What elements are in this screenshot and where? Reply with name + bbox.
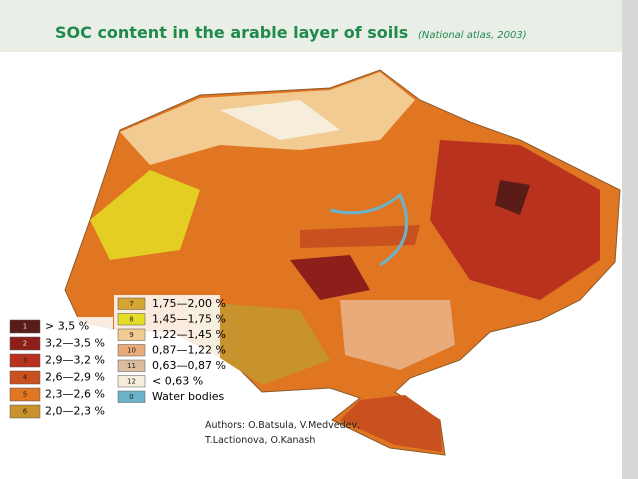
legend-swatch xyxy=(9,336,41,351)
legend-swatch xyxy=(117,297,146,310)
crimea xyxy=(340,395,442,452)
legend-label: Water bodies xyxy=(152,390,225,403)
central-region xyxy=(300,225,420,248)
east-region xyxy=(430,140,600,300)
legend-label: 2,9—3,2 % xyxy=(45,354,105,367)
side-band xyxy=(622,0,638,479)
legend-swatch xyxy=(117,359,146,372)
legend-label: > 3,5 % xyxy=(45,320,89,333)
legend-swatch xyxy=(9,370,41,385)
sandy-region xyxy=(220,100,340,140)
legend-label: 1,45—1,75 % xyxy=(152,312,226,325)
legend-code: 0 xyxy=(129,393,133,401)
legend-code: 4 xyxy=(23,374,28,382)
legend-swatch xyxy=(117,313,146,326)
legend-swatch xyxy=(117,375,146,388)
legend: 1 > 3,5 % 2 3,2—3,5 % 3 2,9—3,2 % 4 2,6—2,9 % 5 2… xyxy=(6,295,226,423)
legend-swatch xyxy=(9,319,41,334)
legend-code: 11 xyxy=(127,362,136,370)
map xyxy=(64,69,621,456)
legend-code: 6 xyxy=(23,408,28,416)
west-region xyxy=(90,170,200,260)
legend-code: 8 xyxy=(129,315,133,323)
legend-code: 3 xyxy=(23,357,27,365)
legend-swatch xyxy=(9,353,41,368)
legend-code: 2 xyxy=(23,340,27,348)
east-dark-patch xyxy=(495,180,530,215)
legend-swatch xyxy=(117,328,146,341)
legend-code: 10 xyxy=(127,346,136,354)
legend-label: 0,87—1,22 % xyxy=(152,343,226,356)
legend-label: 1,22—1,45 % xyxy=(152,328,226,341)
legend-label: < 0,63 % xyxy=(152,374,203,387)
legend-label: 2,6—2,9 % xyxy=(45,371,105,384)
legend-label: 2,3—2,6 % xyxy=(45,388,105,401)
legend-swatch xyxy=(117,344,146,357)
legend-code: 5 xyxy=(23,391,27,399)
legend-label: 1,75—2,00 % xyxy=(152,297,226,310)
legend-code: 9 xyxy=(129,331,133,339)
authors-line: T.Lactionova, O.Kanash xyxy=(204,435,315,446)
legend-label: 0,63—0,87 % xyxy=(152,359,226,372)
legend-label: 3,2—3,5 % xyxy=(45,337,105,350)
legend-swatch xyxy=(117,390,146,403)
title: SOC content in the arable layer of soils xyxy=(55,23,408,42)
authors-line: Authors: O.Batsula, V.Medvedev, xyxy=(205,420,360,431)
legend-code: 1 xyxy=(23,323,27,331)
south-region xyxy=(340,300,455,370)
central-dark-patch xyxy=(290,255,370,300)
legend-code: 12 xyxy=(127,377,136,385)
subtitle: (National atlas, 2003) xyxy=(418,30,527,41)
legend-code: 7 xyxy=(129,300,133,308)
legend-label: 2,0—2,3 % xyxy=(45,405,105,418)
legend-swatch xyxy=(9,404,41,419)
header-band xyxy=(0,0,638,52)
river xyxy=(329,192,409,267)
legend-swatch xyxy=(9,387,41,402)
